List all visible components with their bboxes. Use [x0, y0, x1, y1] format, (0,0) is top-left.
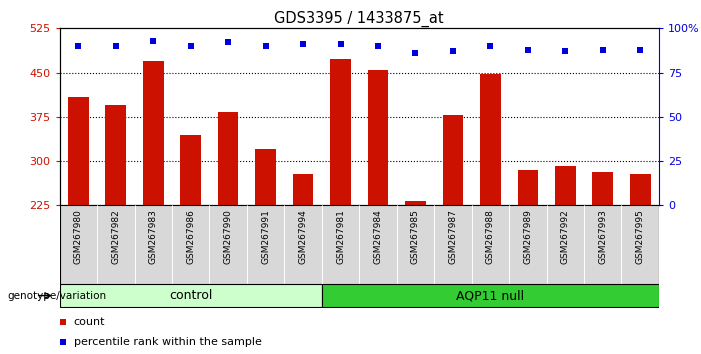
Bar [517, 170, 538, 205]
Text: GSM267993: GSM267993 [598, 209, 607, 264]
Bar [480, 74, 501, 205]
Text: GSM267994: GSM267994 [299, 209, 308, 264]
Point [485, 43, 496, 49]
Text: GSM267983: GSM267983 [149, 209, 158, 264]
Bar [60, 205, 97, 287]
Text: GSM267987: GSM267987 [449, 209, 458, 264]
Bar [592, 172, 613, 205]
Point [410, 50, 421, 56]
Text: GSM267985: GSM267985 [411, 209, 420, 264]
Bar [210, 205, 247, 287]
Bar [60, 285, 322, 307]
Bar [285, 205, 322, 287]
Bar [622, 205, 659, 287]
Bar [218, 112, 238, 205]
Text: AQP11 null: AQP11 null [456, 289, 524, 302]
Bar [630, 174, 651, 205]
Bar [255, 149, 276, 205]
Bar [135, 205, 172, 287]
Point [222, 40, 233, 45]
Bar [293, 174, 313, 205]
Text: GSM267988: GSM267988 [486, 209, 495, 264]
Bar [322, 205, 359, 287]
Bar [434, 205, 472, 287]
Bar [397, 205, 434, 287]
Bar [247, 205, 285, 287]
Point [335, 41, 346, 47]
Text: GSM267990: GSM267990 [224, 209, 233, 264]
Point [297, 41, 308, 47]
Bar [68, 97, 88, 205]
Point [261, 250, 272, 256]
Point [372, 43, 383, 49]
Bar [442, 115, 463, 205]
Bar [180, 135, 201, 205]
Point [185, 43, 196, 49]
Point [261, 73, 272, 79]
Point [597, 47, 608, 52]
Bar [555, 166, 576, 205]
Text: GSM267986: GSM267986 [186, 209, 195, 264]
Bar [472, 205, 509, 287]
Bar [547, 205, 584, 287]
Point [260, 43, 271, 49]
Bar [584, 205, 622, 287]
Bar [330, 59, 350, 205]
Bar [143, 61, 163, 205]
Text: GSM267995: GSM267995 [636, 209, 645, 264]
Text: control: control [169, 289, 212, 302]
Text: GSM267981: GSM267981 [336, 209, 345, 264]
Text: count: count [74, 318, 105, 327]
Text: GSM267989: GSM267989 [524, 209, 532, 264]
Bar [405, 201, 426, 205]
Text: GSM267982: GSM267982 [111, 209, 121, 264]
Text: percentile rank within the sample: percentile rank within the sample [74, 337, 261, 347]
Bar [359, 205, 397, 287]
Title: GDS3395 / 1433875_at: GDS3395 / 1433875_at [275, 11, 444, 27]
Point [110, 43, 121, 49]
Text: GSM267980: GSM267980 [74, 209, 83, 264]
Point [522, 47, 533, 52]
Bar [97, 205, 135, 287]
Bar [322, 285, 659, 307]
Text: GSM267984: GSM267984 [374, 209, 383, 264]
Point [559, 48, 571, 54]
Bar [368, 70, 388, 205]
Text: GSM267992: GSM267992 [561, 209, 570, 264]
Point [148, 38, 159, 44]
Bar [105, 105, 126, 205]
Point [634, 47, 646, 52]
Text: GSM267991: GSM267991 [261, 209, 270, 264]
Bar [509, 205, 547, 287]
Point [73, 43, 84, 49]
Bar [172, 205, 210, 287]
Point [447, 48, 458, 54]
Text: genotype/variation: genotype/variation [7, 291, 106, 301]
